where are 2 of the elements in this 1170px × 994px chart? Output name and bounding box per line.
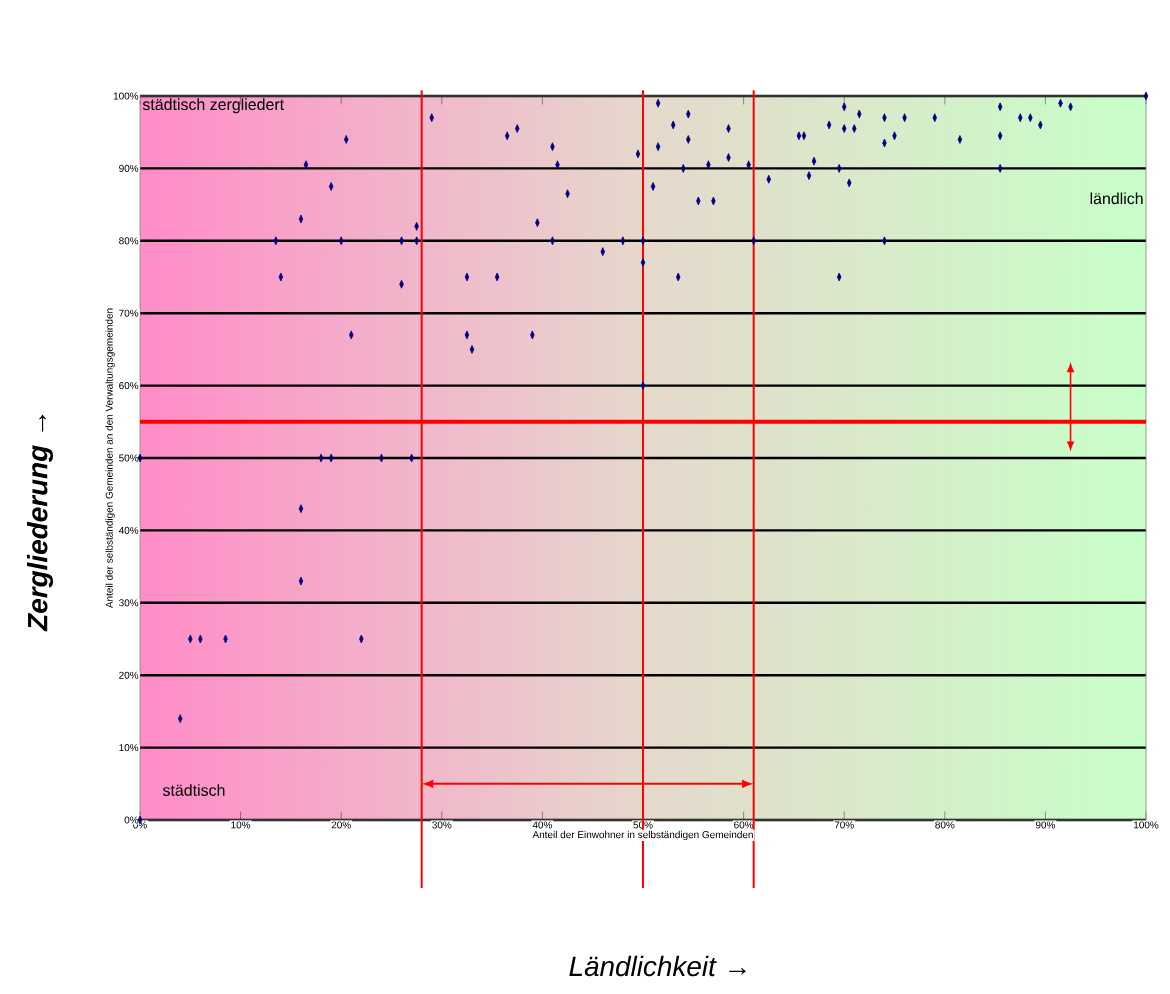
text: Zergliederung →	[26, 414, 53, 632]
text: Ländlichkeit →	[569, 955, 746, 977]
